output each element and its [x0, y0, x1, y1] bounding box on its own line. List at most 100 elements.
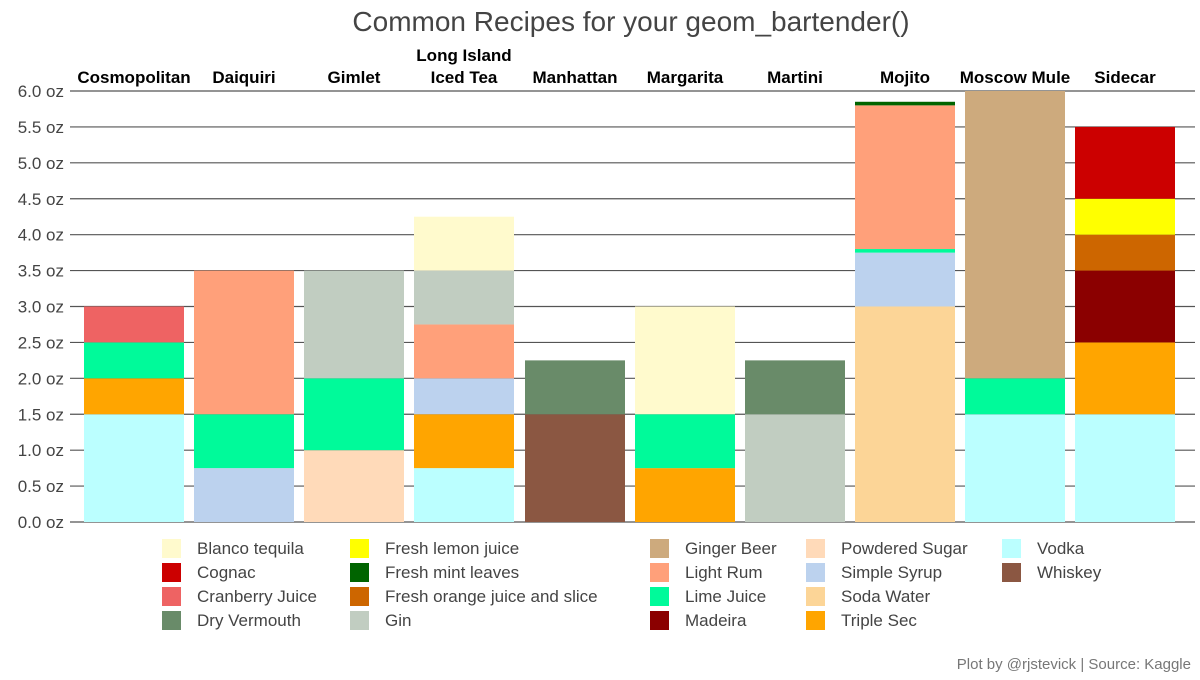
bar-segment-whiskey	[525, 414, 625, 522]
legend-label: Gin	[385, 611, 411, 630]
category-label: Daiquiri	[212, 68, 275, 87]
bar-segment-powdered-sugar	[304, 450, 404, 522]
legend-swatch	[650, 563, 669, 582]
legend-swatch	[1002, 563, 1021, 582]
bar-segment-vodka	[84, 414, 184, 522]
category-label: Moscow Mule	[960, 68, 1071, 87]
legend-swatch	[350, 611, 369, 630]
bar-segment-gin	[745, 414, 845, 522]
legend-swatch	[162, 587, 181, 606]
category-label: Martini	[767, 68, 823, 87]
legend-item-cranberry-juice: Cranberry Juice	[162, 587, 317, 606]
bar-segment-gin	[414, 270, 514, 325]
legend-label: Triple Sec	[841, 611, 917, 630]
bar-segment-dry-vermouth	[525, 360, 625, 415]
legend-swatch	[162, 539, 181, 558]
legend-swatch	[806, 539, 825, 558]
legend-item-triple-sec: Triple Sec	[806, 611, 917, 630]
bar-stack-moscow-mule	[965, 91, 1065, 522]
legend-label: Fresh orange juice and slice	[385, 587, 598, 606]
bar-segment-lime-juice	[84, 342, 184, 379]
bar-segment-triple-sec	[635, 468, 735, 522]
bars	[84, 91, 1175, 522]
category-labels: Cosmopolitan Daiquiri Gimlet Long Island Ice…	[77, 46, 1156, 87]
bar-stack-martini	[745, 360, 845, 522]
legend-item-lime-juice: Lime Juice	[650, 587, 766, 606]
y-tick-label: 1.0 oz	[18, 441, 64, 460]
legend-swatch	[650, 539, 669, 558]
category-label: Long Island	[416, 46, 511, 65]
bar-segment-dry-vermouth	[745, 360, 845, 415]
bar-segment-lime-juice	[194, 414, 294, 469]
category-label: Mojito	[880, 68, 930, 87]
y-tick-label: 3.0 oz	[18, 298, 64, 317]
bar-segment-triple-sec	[414, 414, 514, 469]
bar-stack-sidecar	[1075, 126, 1175, 522]
legend-item-cognac: Cognac	[162, 563, 256, 582]
legend-item-gin: Gin	[350, 611, 411, 630]
legend-label: Cognac	[197, 563, 256, 582]
legend-swatch	[806, 587, 825, 606]
y-tick-label: 1.5 oz	[18, 405, 64, 424]
y-tick-label: 0.5 oz	[18, 477, 64, 496]
legend-item-fresh-orange-juice-and-slice: Fresh orange juice and slice	[350, 587, 598, 606]
legend-label: Cranberry Juice	[197, 587, 317, 606]
legend-label: Powdered Sugar	[841, 539, 968, 558]
category-label: Cosmopolitan	[77, 68, 190, 87]
bar-segment-cranberry-juice	[84, 306, 184, 343]
y-tick-label: 4.0 oz	[18, 226, 64, 245]
legend-label: Madeira	[685, 611, 747, 630]
legend-item-simple-syrup: Simple Syrup	[806, 563, 942, 582]
category-label: Gimlet	[328, 68, 381, 87]
bar-segment-lime-juice	[304, 378, 404, 451]
legend-item-soda-water: Soda Water	[806, 587, 930, 606]
legend-label: Fresh mint leaves	[385, 563, 519, 582]
bar-segment-triple-sec	[1075, 342, 1175, 415]
bar-segment-vodka	[1075, 414, 1175, 522]
legend-label: Fresh lemon juice	[385, 539, 519, 558]
bar-segment-fresh-lemon-juice	[1075, 198, 1175, 235]
bar-segment-fresh-orange-juice-and-slice	[1075, 234, 1175, 271]
category-label: Margarita	[647, 68, 724, 87]
legend-item-ginger-beer: Ginger Beer	[650, 539, 777, 558]
category-label: Sidecar	[1094, 68, 1156, 87]
chart-caption: Plot by @rjstevick | Source: Kaggle	[957, 656, 1191, 673]
bar-segment-blanco-tequila	[414, 216, 514, 271]
legend-label: Soda Water	[841, 587, 930, 606]
bar-segment-madeira	[1075, 270, 1175, 343]
bar-segment-cognac	[1075, 126, 1175, 199]
legend-swatch	[806, 563, 825, 582]
legend-label: Simple Syrup	[841, 563, 942, 582]
legend-label: Whiskey	[1037, 563, 1102, 582]
legend-swatch	[350, 587, 369, 606]
legend-swatch	[162, 563, 181, 582]
y-tick-label: 5.5 oz	[18, 118, 64, 137]
legend-label: Blanco tequila	[197, 539, 304, 558]
chart-title: Common Recipes for your geom_bartender()	[352, 6, 909, 37]
bar-segment-light-rum	[414, 324, 514, 379]
legend-swatch	[350, 563, 369, 582]
y-axis-tick-labels: 0.0 oz 0.5 oz 1.0 oz 1.5 oz 2.0 oz 2.5 oz 3.0 …	[18, 82, 64, 532]
legend-item-madeira: Madeira	[650, 611, 747, 630]
legend-label: Dry Vermouth	[197, 611, 301, 630]
bar-stack-mojito	[855, 101, 955, 522]
bar-stack-daiquiri	[194, 270, 294, 522]
bar-segment-simple-syrup	[855, 252, 955, 307]
legend-label: Vodka	[1037, 539, 1085, 558]
category-label: Iced Tea	[431, 68, 498, 87]
y-tick-label: 2.5 oz	[18, 333, 64, 352]
legend-item-fresh-lemon-juice: Fresh lemon juice	[350, 539, 519, 558]
bar-segment-vodka	[965, 414, 1065, 522]
bar-segment-soda-water	[855, 306, 955, 522]
bar-segment-lime-juice	[635, 414, 735, 469]
bar-stack-margarita	[635, 306, 735, 522]
legend: Blanco tequila Cognac Cranberry Juice Dry V…	[162, 539, 1102, 630]
bar-segment-vodka	[414, 468, 514, 522]
bar-segment-ginger-beer	[965, 91, 1065, 379]
legend-item-blanco-tequila: Blanco tequila	[162, 539, 304, 558]
legend-label: Lime Juice	[685, 587, 766, 606]
bar-segment-blanco-tequila	[635, 306, 735, 415]
y-tick-label: 2.0 oz	[18, 369, 64, 388]
legend-item-dry-vermouth: Dry Vermouth	[162, 611, 301, 630]
